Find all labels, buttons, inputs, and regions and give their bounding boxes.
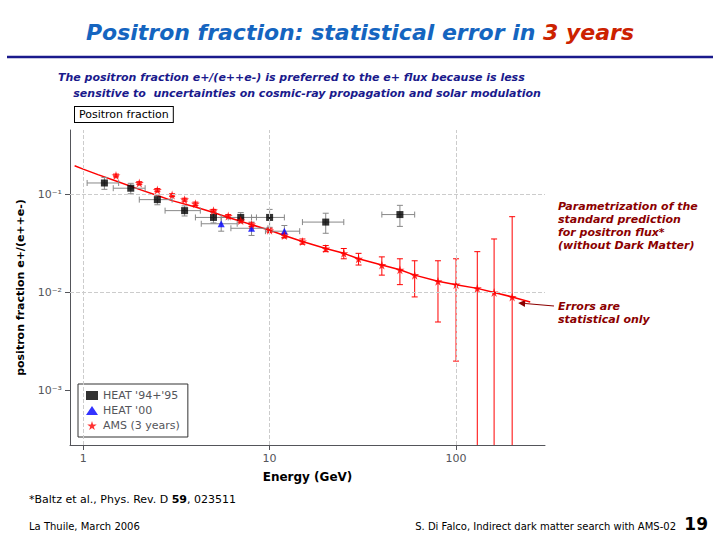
svg-text:statistical only: statistical only <box>558 313 651 326</box>
svg-text:Energy (GeV): Energy (GeV) <box>263 470 353 484</box>
svg-text:Parametrization of the: Parametrization of the <box>558 200 698 213</box>
svg-text:S. Di Falco, Indirect dark mat: S. Di Falco, Indirect dark matter search… <box>415 521 676 532</box>
svg-text:*Baltz et al., Phys. Rev. D: *Baltz et al., Phys. Rev. D <box>29 493 172 506</box>
svg-text:(without Dark Matter): (without Dark Matter) <box>558 239 694 252</box>
svg-text:HEAT '00: HEAT '00 <box>103 404 152 417</box>
svg-text:, 023511: , 023511 <box>187 493 236 506</box>
svg-text:Positron fraction: Positron fraction <box>79 108 169 121</box>
svg-text:1: 1 <box>80 452 87 465</box>
svg-text:HEAT '94+'95: HEAT '94+'95 <box>103 389 178 402</box>
svg-text:for positron flux*: for positron flux* <box>558 226 665 239</box>
svg-text:59: 59 <box>172 493 187 506</box>
svg-text:sensitive to uncertainties on: sensitive to uncertainties on cosmic-ray… <box>58 87 541 100</box>
svg-text:10⁻³: 10⁻³ <box>38 384 62 397</box>
svg-text:3 years: 3 years <box>543 20 634 45</box>
svg-text:19: 19 <box>684 514 708 534</box>
svg-text:100: 100 <box>446 452 467 465</box>
svg-text:La Thuile, March 2006: La Thuile, March 2006 <box>29 521 140 532</box>
svg-text:10⁻²: 10⁻² <box>38 286 62 299</box>
svg-text:AMS (3 years): AMS (3 years) <box>103 419 180 432</box>
svg-text:The positron fraction e+/(e++e: The positron fraction e+/(e++e-) is pref… <box>58 71 525 84</box>
svg-text:standard prediction: standard prediction <box>558 213 681 226</box>
svg-text:Errors are: Errors are <box>558 300 621 313</box>
svg-text:Positron fraction: statistical: Positron fraction: statistical error in <box>86 20 543 45</box>
svg-text:positron fraction e+/(e++e-): positron fraction e+/(e++e-) <box>14 199 27 376</box>
svg-text:10⁻¹: 10⁻¹ <box>38 188 62 201</box>
svg-text:10: 10 <box>263 452 277 465</box>
